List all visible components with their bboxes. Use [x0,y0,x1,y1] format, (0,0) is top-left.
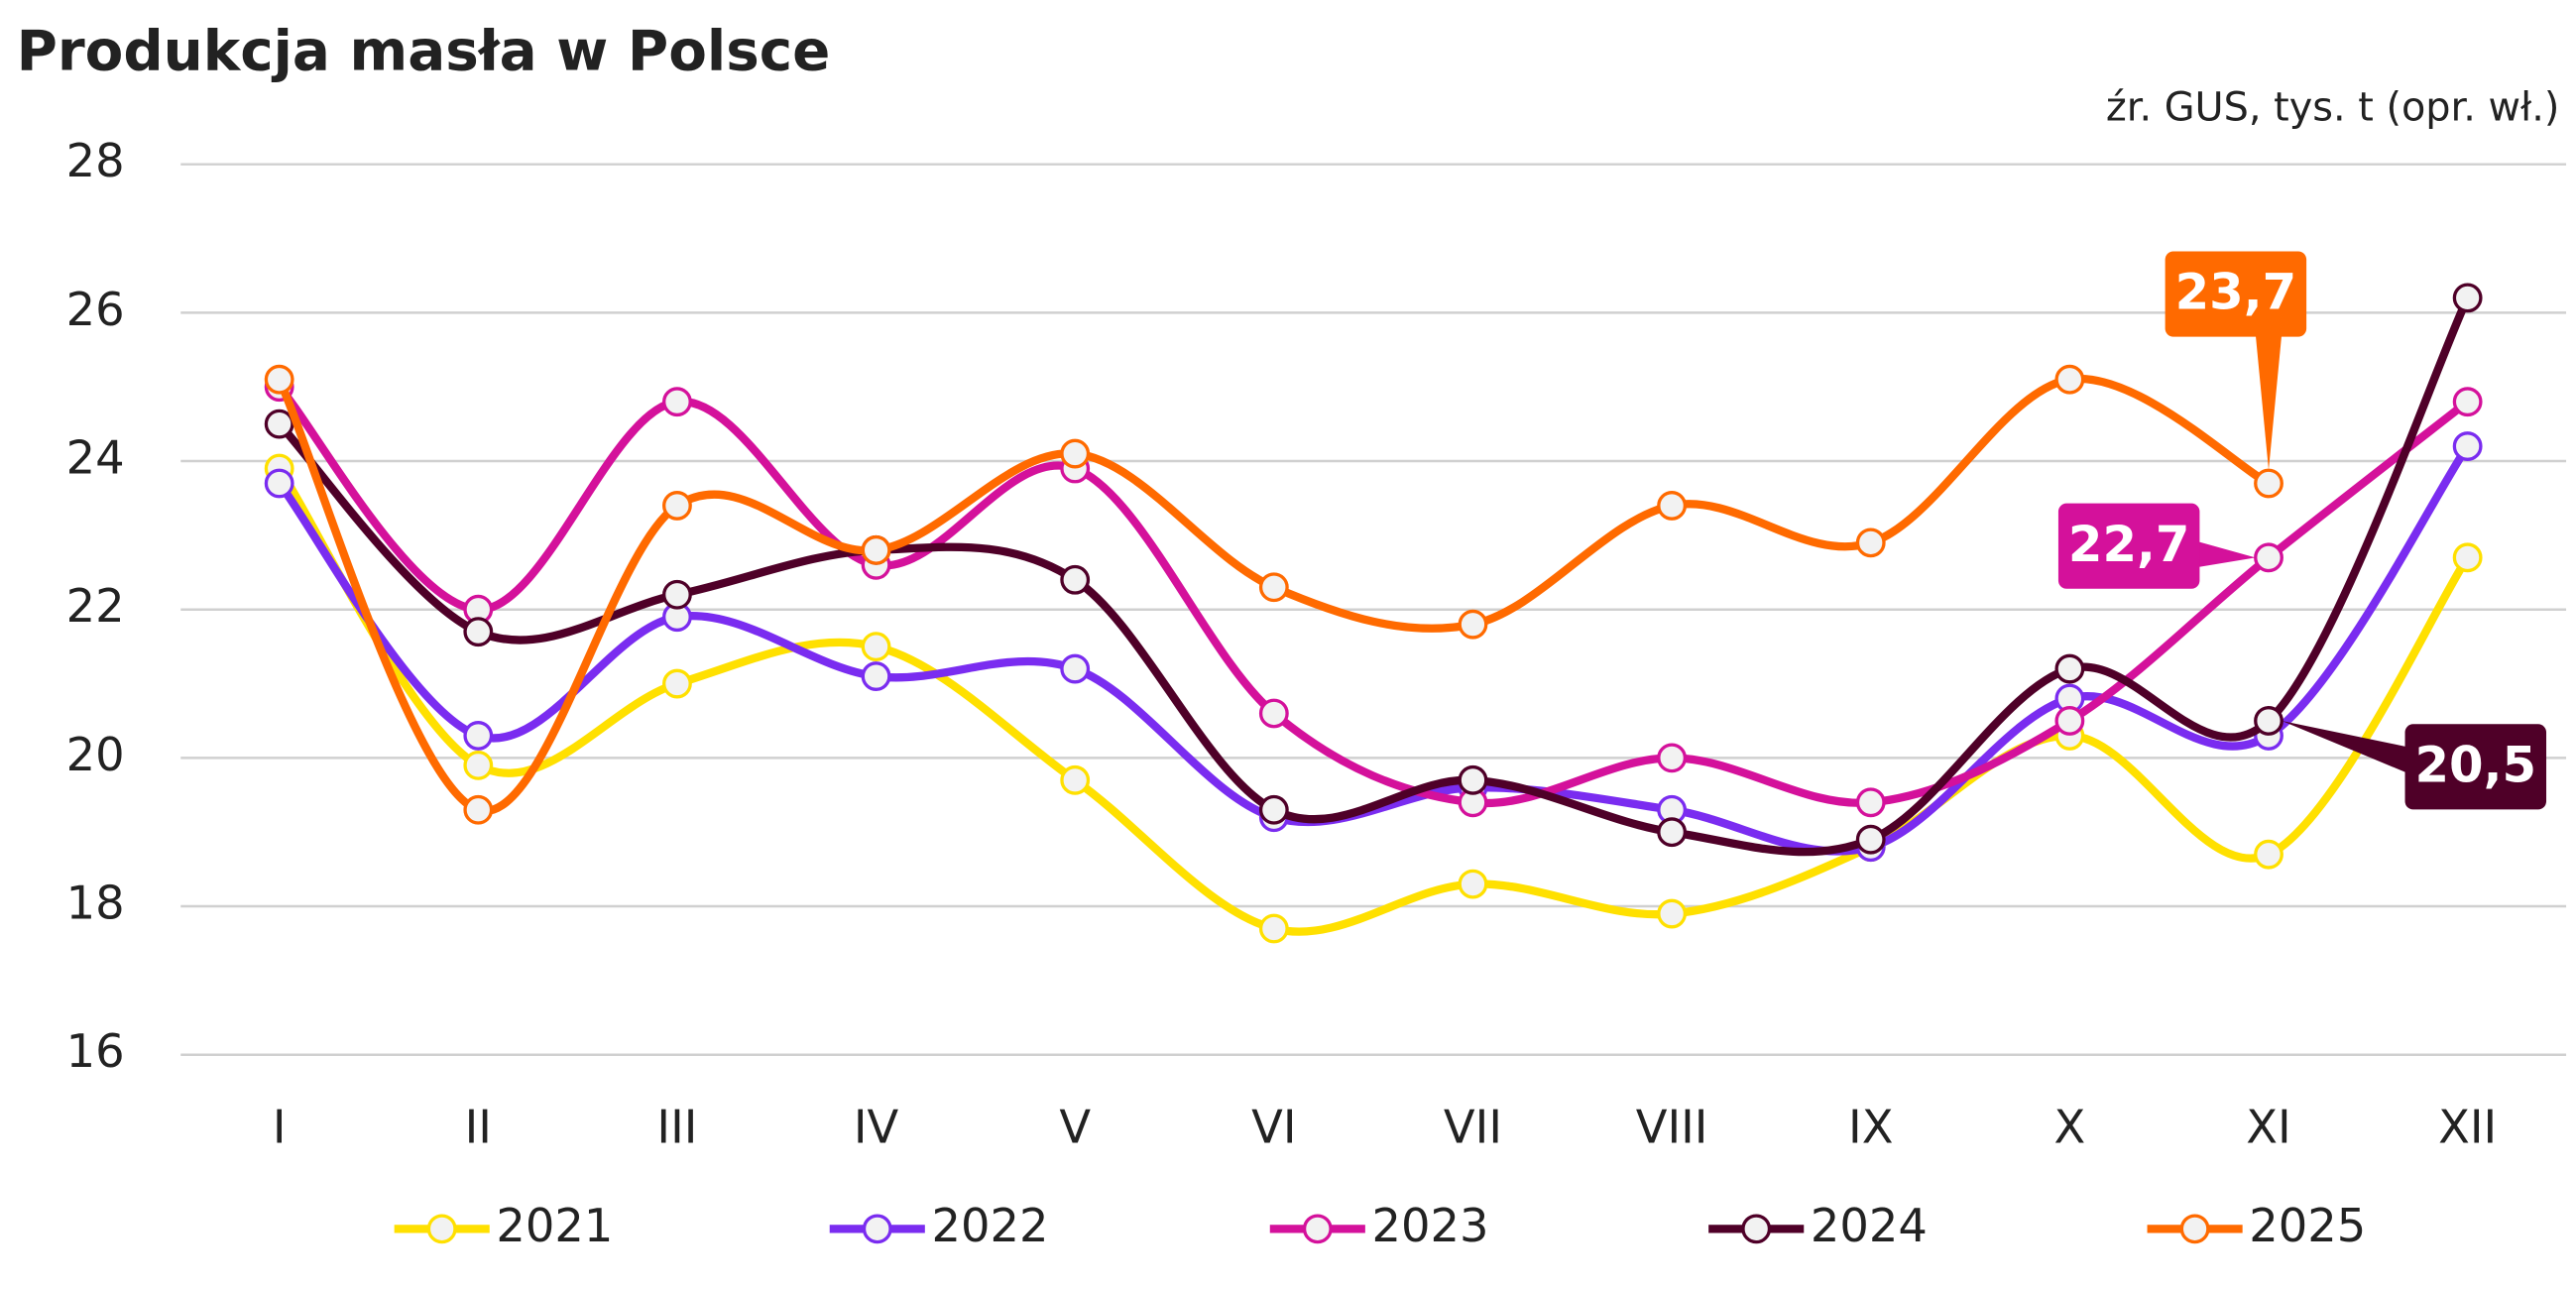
data-label: 20,5 [2414,737,2536,794]
x-tick-label: XII [2438,1100,2497,1153]
data-point [2254,839,2283,870]
data-point [463,721,494,751]
data-point [1258,913,1289,944]
legend-label: 2024 [1811,1199,1928,1252]
data-point [1855,787,1886,818]
x-tick-label: V [1059,1100,1091,1153]
x-tick-label: XI [2246,1100,2290,1153]
series-line [276,295,2472,857]
data-point [463,794,494,825]
x-tick-label: IV [854,1100,899,1153]
data-point [662,387,692,417]
data-point [1657,743,1688,773]
x-tick-label: VIII [1636,1100,1708,1153]
series-line [276,466,2472,936]
legend-label: 2023 [1372,1199,1489,1252]
data-point [1855,824,1886,855]
data-point [2452,542,2483,573]
callout-box [2404,724,2547,810]
data-point [662,491,692,521]
data-point [463,750,494,780]
data-point [2054,706,2085,736]
data-point [1458,764,1488,795]
series-line [275,374,2272,815]
y-tick-label: 28 [66,134,125,187]
legend-marker [1741,1214,1772,1244]
data-point [1258,698,1289,729]
legend-label: 2021 [496,1199,613,1252]
data-point [1458,869,1488,899]
data-label: 22,7 [2068,516,2190,573]
y-tick-label: 26 [66,283,125,336]
x-tick-label: VII [1444,1100,1502,1153]
data-point [2452,283,2483,313]
legend-marker [2179,1214,2210,1244]
data-point [1855,527,1886,558]
y-tick-label: 20 [66,728,125,781]
callout-pointer [2255,333,2283,471]
callout-pointer [2196,540,2256,568]
data-point [2452,431,2483,461]
legend-label: 2022 [931,1199,1048,1252]
y-tick-label: 22 [66,579,125,633]
y-tick-label: 18 [66,877,125,930]
legend-marker [862,1214,892,1244]
data-point [1657,898,1688,929]
data-point [1458,609,1488,640]
data-point [264,409,294,439]
x-tick-label: IX [1848,1100,1893,1153]
data-point [861,632,891,662]
data-point [2054,364,2085,395]
data-point [1060,764,1091,795]
data-point [264,468,294,499]
y-tick-label: 24 [66,431,125,485]
x-tick-label: VI [1251,1100,1296,1153]
data-point [861,534,891,565]
legend-label: 2025 [2249,1199,2366,1252]
source-note: źr. GUS, tys. t (opr. wł.) [2106,85,2560,131]
chart-title: Produkcja masła w Polsce [17,19,831,83]
x-tick-label: II [465,1100,492,1153]
legend-marker [1302,1214,1333,1244]
data-point [1657,817,1688,848]
x-tick-label: X [2053,1100,2085,1153]
data-point [662,579,692,610]
x-tick-label: I [273,1100,287,1153]
y-tick-label: 16 [66,1024,125,1078]
callout-box [2057,503,2200,589]
data-point [662,668,692,699]
data-point [1258,572,1289,603]
data-point [2054,653,2085,684]
data-point [2254,468,2283,499]
data-point [2254,542,2283,573]
data-point [2254,706,2283,736]
data-point [463,617,494,647]
series-line [276,384,2471,808]
data-point [861,661,891,691]
data-point [1060,438,1091,469]
data-point [264,364,294,395]
data-point [1060,564,1091,595]
data-point [2452,387,2483,417]
callout-box [2165,251,2307,337]
data-point [1060,653,1091,684]
data-point [1657,491,1688,521]
x-tick-label: III [656,1100,697,1153]
data-label: 23,7 [2175,264,2297,321]
legend-marker [426,1214,457,1244]
data-point [1258,794,1289,825]
